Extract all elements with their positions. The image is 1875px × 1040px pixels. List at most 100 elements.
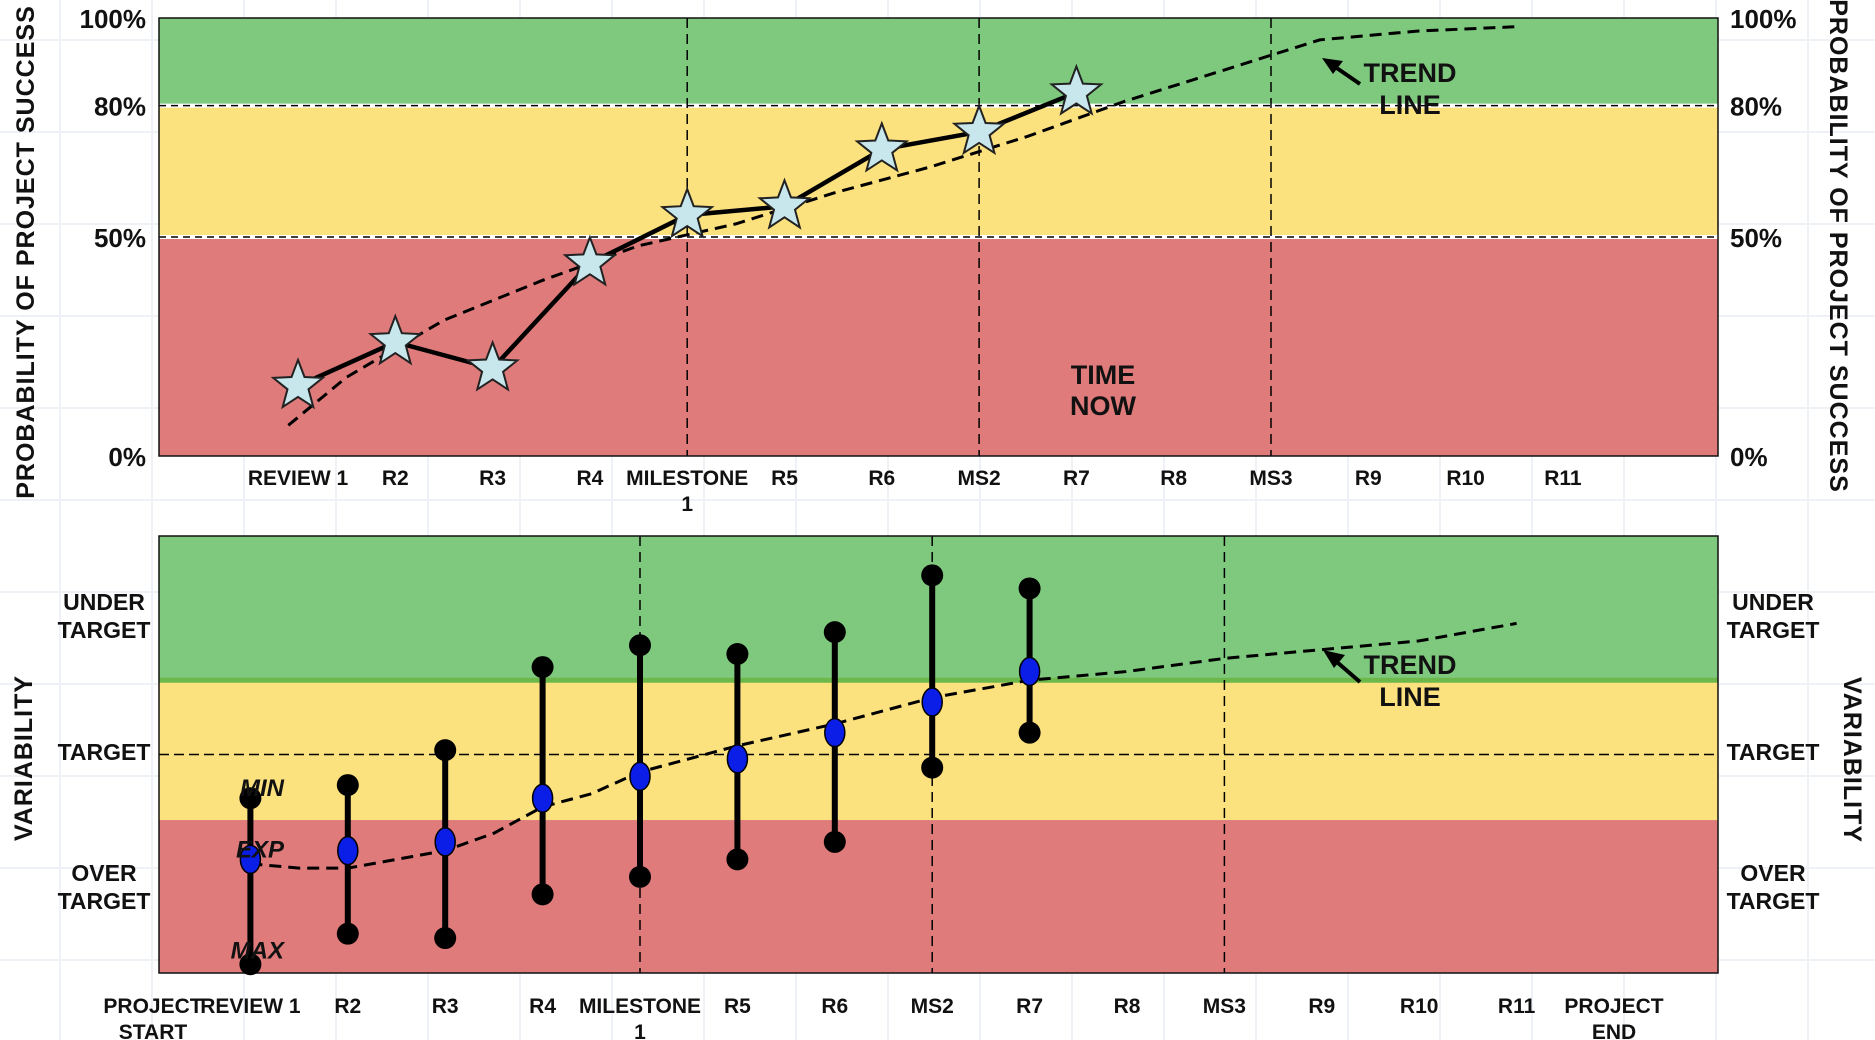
max-dot [336,922,359,945]
expected-dot [629,761,651,792]
data-point-star [1049,63,1104,116]
band-label-target-right: TARGET [1727,739,1820,765]
x-tick-label: MILESTONE [579,995,701,1018]
x-tick-label: REVIEW 1 [248,467,349,490]
x-tick-label: R8 [1114,995,1141,1018]
band-label-target: TARGET [58,739,151,765]
expected-dot [824,717,846,748]
legend-min-label: MIN [240,775,285,802]
x-tick-label: R7 [1016,995,1043,1018]
x-tick-label: R9 [1355,467,1382,490]
min-dot [726,642,749,665]
band-green [159,18,1718,106]
x-tick-label: R6 [821,995,848,1018]
x-tick-label: PROJECT [103,995,202,1018]
band-label-over-target-right: OVER [1740,860,1806,886]
min-dot [1018,577,1041,600]
band-label-under-target-right: TARGET [1727,617,1820,643]
band-red [159,820,1718,973]
x-tick-label: MS3 [1249,467,1292,490]
min-dot [629,634,651,657]
x-tick-label: R11 [1498,995,1536,1018]
trend-line-label: TREND [1364,58,1457,88]
y-axis-title-left: PROBABILITY OF PROJECT SUCCESS [12,5,40,499]
y-tick-label-left: 0% [108,442,146,472]
min-dot [531,656,554,679]
min-dot [336,774,359,797]
trend-line-label: LINE [1379,682,1441,712]
max-dot [1018,721,1041,744]
data-point-star [562,234,618,287]
expected-dot [726,744,749,774]
x-tick-label: R10 [1446,467,1485,490]
time-now-label: TIME [1071,360,1136,390]
y-tick-label-left: 100% [80,4,147,34]
legend-exp-label: EXP [236,836,285,863]
y-tick-label-right: 0% [1730,442,1768,472]
x-tick-label: MILESTONE [626,467,748,490]
x-tick-label: END [1592,1021,1636,1040]
expected-dot [239,844,262,875]
trend-arrow-head [1322,58,1343,74]
trend-line [287,25,1515,427]
y-tick-label-left: 50% [94,223,146,253]
time-now-label: NOW [1070,391,1137,421]
min-dot [823,621,846,644]
x-tick-label: R6 [868,467,895,490]
x-tick-label: REVIEW 1 [200,995,301,1018]
x-tick-label: R11 [1544,467,1582,490]
max-dot [531,883,554,906]
min-dot [239,787,262,810]
y-axis-title-left: VARIABILITY [10,675,38,841]
trend-line-label: LINE [1379,90,1441,120]
x-tick-label: R10 [1400,995,1439,1018]
x-tick-label: START [119,1021,188,1040]
plot-frame [158,17,1719,457]
y-axis-title-right: PROBABILITY OF PROJECT SUCCESS [1824,0,1852,493]
expected-dot [531,783,554,813]
x-tick-label: R2 [334,995,361,1018]
data-point-star [367,313,423,366]
band-label-under-target-right: UNDER [1732,589,1814,615]
expected-dot [434,827,456,857]
x-tick-label: PROJECT [1564,995,1663,1018]
max-dot [823,830,846,853]
x-tick-label: R4 [529,995,556,1018]
y-axis-title-right: VARIABILITY [1838,677,1866,843]
max-dot [726,848,749,871]
probability-chart: 0% 0% 50% 50% 80% 80% 100% 100% REVIEW 1 R2 R3 R4 MI… [12,0,1852,516]
max-dot [434,927,457,950]
expected-dot [921,687,943,717]
x-tick-label: R7 [1063,467,1090,490]
x-tick-label: 1 [681,493,693,516]
band-label-over-target: OVER [71,860,137,886]
data-point-star [659,186,715,239]
x-tick-label: R3 [432,995,459,1018]
data-point-star [757,177,812,230]
max-dot [921,756,944,779]
legend-max-label: MAX [231,937,286,964]
x-tick-label: MS2 [958,467,1001,490]
data-point-star [465,339,520,392]
min-dot [434,739,457,762]
data-point-star [854,120,910,173]
trend-line-label: TREND [1364,650,1457,680]
data-point-star [951,103,1007,156]
band-label-over-target-right: TARGET [1727,888,1820,914]
band-label-under-target: UNDER [63,589,145,615]
x-tick-label: R4 [576,467,603,490]
min-dot [921,564,944,587]
y-tick-label-left: 80% [94,92,146,122]
max-dot [239,953,262,976]
expected-dot [1018,656,1041,687]
plot-frame [158,535,1719,974]
x-tick-label: R2 [382,467,409,490]
band-green [159,536,1718,681]
band-label-over-target: TARGET [58,888,151,914]
trend-line [250,621,1517,870]
x-tick-label: 1 [634,1021,646,1040]
x-tick-label: R5 [771,467,798,490]
data-point-star [270,357,326,410]
